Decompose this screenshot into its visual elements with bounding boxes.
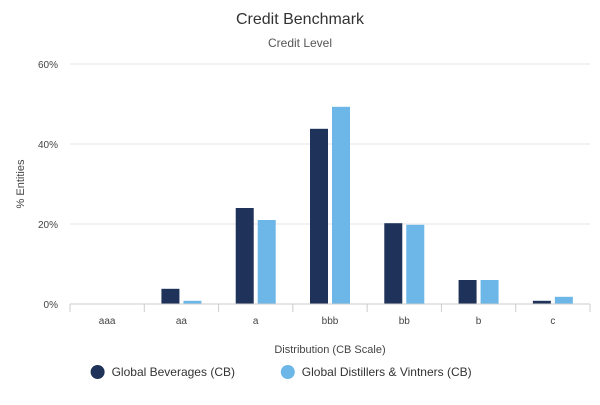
bar (183, 300, 202, 304)
bar (235, 208, 254, 304)
bar (384, 223, 403, 304)
x-tick-label: bbb (322, 316, 339, 327)
bar (257, 220, 276, 304)
legend-label: Global Distillers & Vintners (CB) (302, 365, 472, 379)
x-tick-label: c (550, 316, 555, 327)
bar (532, 300, 551, 304)
bar (310, 128, 328, 304)
legend-item[interactable]: Global Distillers & Vintners (CB) (280, 365, 472, 379)
x-tick-label: aaa (99, 316, 116, 327)
gridlines (70, 63, 590, 225)
legend[interactable]: Global Beverages (CB) Global Distillers &… (90, 365, 472, 379)
x-axis-title: Distribution (CB Scale) (274, 344, 385, 356)
y-axis-ticks: 0% 20% 40% 60% (38, 60, 58, 311)
legend-label: Global Beverages (CB) (112, 365, 235, 379)
legend-swatch (90, 365, 105, 379)
x-tick-label: bb (399, 316, 411, 327)
bar (332, 106, 350, 304)
y-tick-label: 20% (38, 220, 58, 231)
y-tick-label: 60% (38, 60, 58, 71)
bar (554, 296, 573, 304)
bar (458, 280, 477, 304)
x-axis: aaa aa a bbb bb b c (69, 303, 591, 327)
bar (406, 224, 425, 304)
y-tick-label: 0% (44, 300, 59, 311)
y-tick-label: 40% (38, 140, 58, 151)
x-tick-label: b (476, 316, 482, 327)
chart-title: Credit Benchmark (236, 11, 365, 28)
legend-item[interactable]: Global Beverages (CB) (90, 365, 235, 379)
bar (161, 288, 180, 304)
bars (161, 106, 573, 304)
bar (480, 280, 499, 304)
x-tick-label: aa (176, 316, 188, 327)
chart-subtitle: Credit Level (268, 36, 332, 50)
x-tick-label: a (253, 316, 259, 327)
legend-swatch (280, 365, 295, 379)
y-axis-title: % Entities (15, 159, 27, 208)
